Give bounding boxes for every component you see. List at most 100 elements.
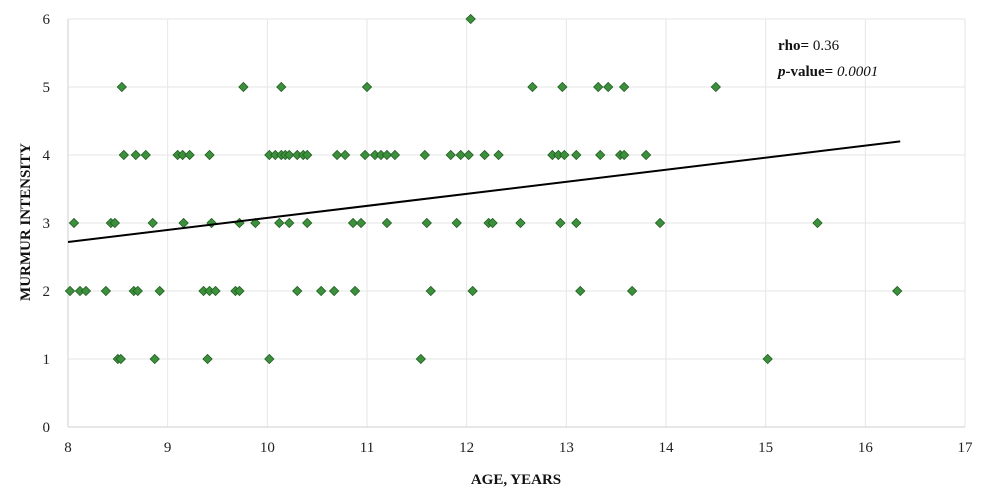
- p-value: 0.0001: [833, 64, 878, 80]
- data-point: [147, 217, 158, 229]
- axes: [67, 19, 965, 428]
- data-point: [640, 149, 652, 161]
- data-point: [892, 285, 903, 297]
- data-point: [302, 217, 313, 229]
- data-point: [238, 81, 249, 93]
- y-tick-label: 6: [43, 12, 51, 28]
- data-point: [347, 217, 359, 229]
- x-tick-label: 8: [64, 440, 72, 456]
- data-point: [381, 149, 393, 161]
- data-point: [710, 81, 721, 93]
- data-point: [515, 217, 526, 229]
- x-axis-ticks: 8 9 10 11 12 13 14 15 16 17: [64, 440, 973, 456]
- data-point: [595, 149, 606, 161]
- data-point: [487, 217, 498, 229]
- y-tick-label: 3: [43, 216, 51, 232]
- data-point: [184, 149, 195, 161]
- rho-value: 0.36: [809, 38, 840, 54]
- data-point: [250, 217, 261, 229]
- data-point: [206, 217, 217, 229]
- data-point: [618, 81, 630, 93]
- data-point: [202, 353, 213, 365]
- data-point: [575, 285, 586, 297]
- data-point: [451, 217, 462, 229]
- data-point: [381, 217, 393, 229]
- data-point: [64, 285, 76, 297]
- data-point: [571, 149, 582, 161]
- x-tick-label: 14: [659, 440, 675, 456]
- data-point: [493, 149, 504, 161]
- p-value-annotation: p-value= 0.0001: [776, 64, 878, 80]
- data-point: [68, 217, 80, 229]
- data-point: [315, 285, 327, 297]
- data-point: [479, 149, 490, 161]
- y-axis-title: MURMUR INTENSITY: [18, 143, 34, 301]
- data-point: [284, 217, 295, 229]
- data-point: [264, 353, 275, 365]
- data-point: [762, 353, 773, 365]
- data-point: [339, 149, 351, 161]
- data-point: [328, 285, 340, 297]
- data-point: [527, 81, 538, 93]
- data-point: [302, 149, 313, 161]
- data-point: [389, 149, 401, 161]
- data-point: [234, 285, 245, 297]
- data-point: [118, 149, 129, 161]
- y-tick-label: 1: [43, 352, 51, 368]
- data-point: [355, 217, 367, 229]
- y-axis-ticks: 0 1 2 3 4 5 6: [43, 12, 51, 436]
- data-point: [204, 149, 215, 161]
- rho-label: rho=: [778, 38, 809, 54]
- data-point: [130, 149, 141, 161]
- y-tick-label: 2: [43, 284, 51, 300]
- data-point: [654, 217, 666, 229]
- data-point: [559, 149, 570, 161]
- data-point: [593, 81, 604, 93]
- data-point: [415, 353, 426, 365]
- data-point: [109, 217, 121, 229]
- x-tick-label: 9: [164, 440, 172, 456]
- x-tick-label: 13: [559, 440, 574, 456]
- data-point: [421, 217, 432, 229]
- data-point: [80, 285, 92, 297]
- data-point: [626, 285, 638, 297]
- data-point: [140, 149, 151, 161]
- data-point: [555, 217, 566, 229]
- data-point: [149, 353, 160, 365]
- trendline-group: [67, 140, 901, 244]
- data-point: [603, 81, 614, 93]
- y-tick-label: 0: [43, 420, 51, 436]
- data-point: [276, 81, 287, 93]
- x-tick-label: 12: [459, 440, 474, 456]
- x-tick-label: 16: [858, 440, 874, 456]
- data-point: [812, 217, 823, 229]
- data-point: [425, 285, 436, 297]
- p-label-italic: p: [776, 64, 786, 80]
- data-point: [361, 81, 373, 93]
- p-label: -value=: [786, 64, 834, 80]
- data-point: [331, 149, 343, 161]
- x-tick-label: 10: [260, 440, 275, 456]
- data-point: [100, 285, 112, 297]
- x-tick-label: 17: [958, 440, 974, 456]
- trendline: [67, 140, 901, 244]
- data-point: [557, 81, 568, 93]
- rho-annotation: rho= 0.36: [778, 38, 840, 54]
- data-point: [116, 81, 127, 93]
- y-tick-label: 4: [43, 148, 51, 164]
- data-point: [234, 217, 245, 229]
- data-point: [177, 149, 188, 161]
- data-point: [467, 285, 478, 297]
- data-point: [455, 149, 466, 161]
- data-point: [419, 149, 430, 161]
- data-point: [132, 285, 143, 297]
- data-point: [274, 217, 285, 229]
- data-point: [359, 149, 371, 161]
- data-point: [463, 149, 474, 161]
- data-point: [571, 217, 582, 229]
- data-point: [445, 149, 456, 161]
- data-point: [292, 285, 303, 297]
- data-point: [210, 285, 221, 297]
- x-tick-label: 15: [758, 440, 773, 456]
